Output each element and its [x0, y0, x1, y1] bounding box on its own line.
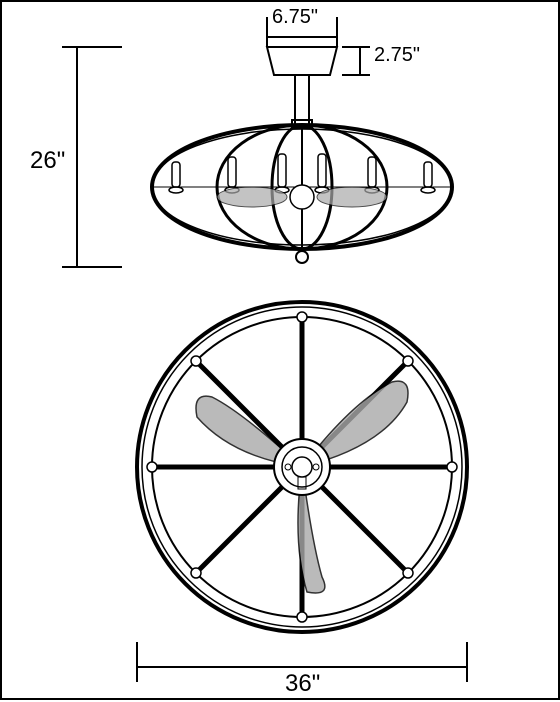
canopy-height-label: 2.75" [374, 44, 420, 67]
total-height-label: 26" [30, 147, 65, 175]
diameter-label: 36" [285, 670, 320, 698]
dimension-lines [2, 2, 560, 702]
diagram-container: 6.75" 2.75" 26" 36" [0, 0, 560, 700]
canopy-width-label: 6.75" [272, 6, 318, 29]
